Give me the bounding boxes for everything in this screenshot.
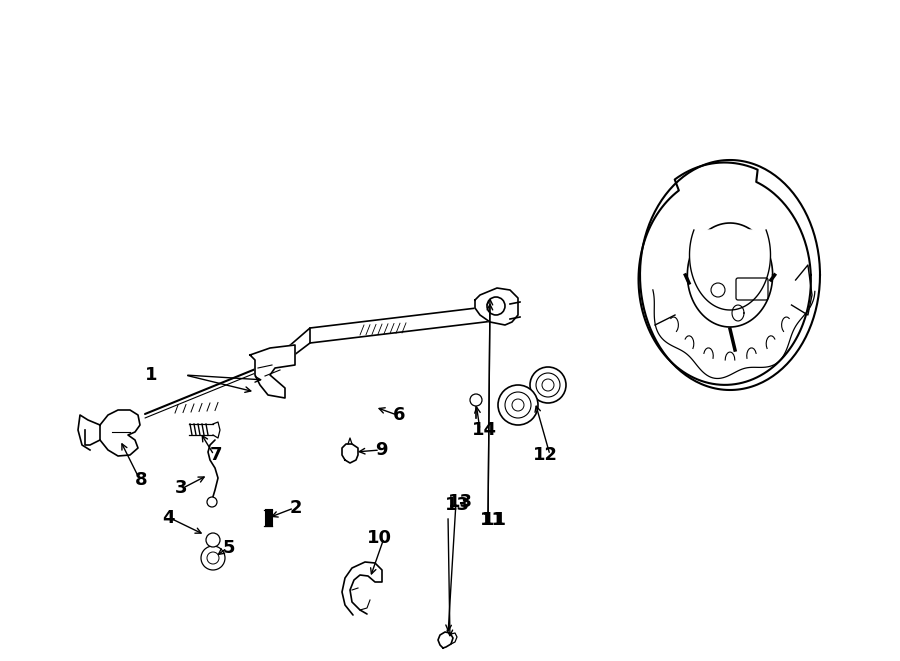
Circle shape — [536, 373, 560, 397]
Circle shape — [201, 546, 225, 570]
Circle shape — [487, 297, 505, 315]
Circle shape — [505, 392, 531, 418]
Circle shape — [498, 385, 538, 425]
Text: 11: 11 — [480, 511, 505, 529]
Text: 3: 3 — [175, 479, 187, 497]
Polygon shape — [689, 230, 770, 310]
Circle shape — [206, 533, 220, 547]
Polygon shape — [145, 368, 258, 418]
Polygon shape — [640, 160, 820, 390]
Text: 9: 9 — [375, 441, 388, 459]
Text: 4: 4 — [162, 509, 175, 527]
Text: 11: 11 — [482, 511, 507, 529]
Text: 5: 5 — [222, 539, 235, 557]
Circle shape — [530, 367, 566, 403]
Polygon shape — [100, 410, 140, 456]
Circle shape — [470, 394, 482, 406]
Text: 8: 8 — [135, 471, 148, 489]
Text: 10: 10 — [367, 529, 392, 547]
Polygon shape — [258, 328, 310, 372]
Polygon shape — [250, 345, 295, 398]
Text: 13: 13 — [445, 496, 470, 514]
Polygon shape — [638, 163, 811, 385]
Polygon shape — [310, 304, 510, 343]
Polygon shape — [475, 288, 518, 325]
Circle shape — [542, 379, 554, 391]
Circle shape — [512, 399, 524, 411]
Text: 12: 12 — [533, 446, 558, 464]
Polygon shape — [688, 223, 772, 327]
Text: 7: 7 — [210, 446, 222, 464]
Text: 6: 6 — [392, 406, 405, 424]
Text: 13: 13 — [448, 493, 473, 511]
Circle shape — [207, 497, 217, 507]
Text: 1: 1 — [145, 366, 157, 384]
Circle shape — [207, 552, 219, 564]
Text: 14: 14 — [472, 421, 497, 439]
Text: 2: 2 — [290, 499, 302, 517]
